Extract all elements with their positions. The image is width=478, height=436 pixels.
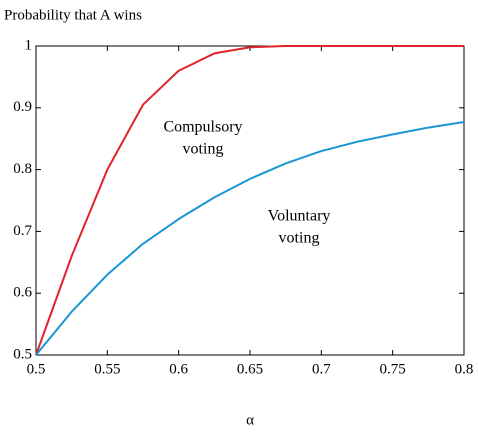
annotation: voting — [279, 230, 320, 247]
x-tick-label: 0.55 — [94, 361, 120, 377]
chart-title: Probability that A wins — [4, 7, 142, 23]
y-tick-label: 0.5 — [13, 346, 32, 362]
x-tick-label: 0.5 — [27, 361, 46, 377]
annotation: Compulsory — [163, 119, 242, 136]
y-tick-label: 0.8 — [13, 161, 32, 177]
y-tick-label: 1 — [25, 37, 33, 53]
x-axis-label: α — [246, 412, 254, 428]
x-tick-label: 0.7 — [312, 361, 331, 377]
x-tick-label: 0.8 — [455, 361, 474, 377]
plot-frame — [35, 45, 465, 356]
x-tick-label: 0.75 — [380, 361, 406, 377]
y-tick-label: 0.9 — [13, 99, 32, 115]
series-line — [35, 121, 465, 356]
annotation: Voluntary — [268, 208, 331, 225]
series-line — [35, 45, 464, 356]
y-tick-label: 0.6 — [13, 285, 32, 301]
x-tick-label: 0.65 — [237, 361, 263, 377]
annotation: voting — [183, 141, 224, 158]
y-tick-label: 0.7 — [13, 223, 32, 239]
x-tick-label: 0.6 — [169, 361, 188, 377]
